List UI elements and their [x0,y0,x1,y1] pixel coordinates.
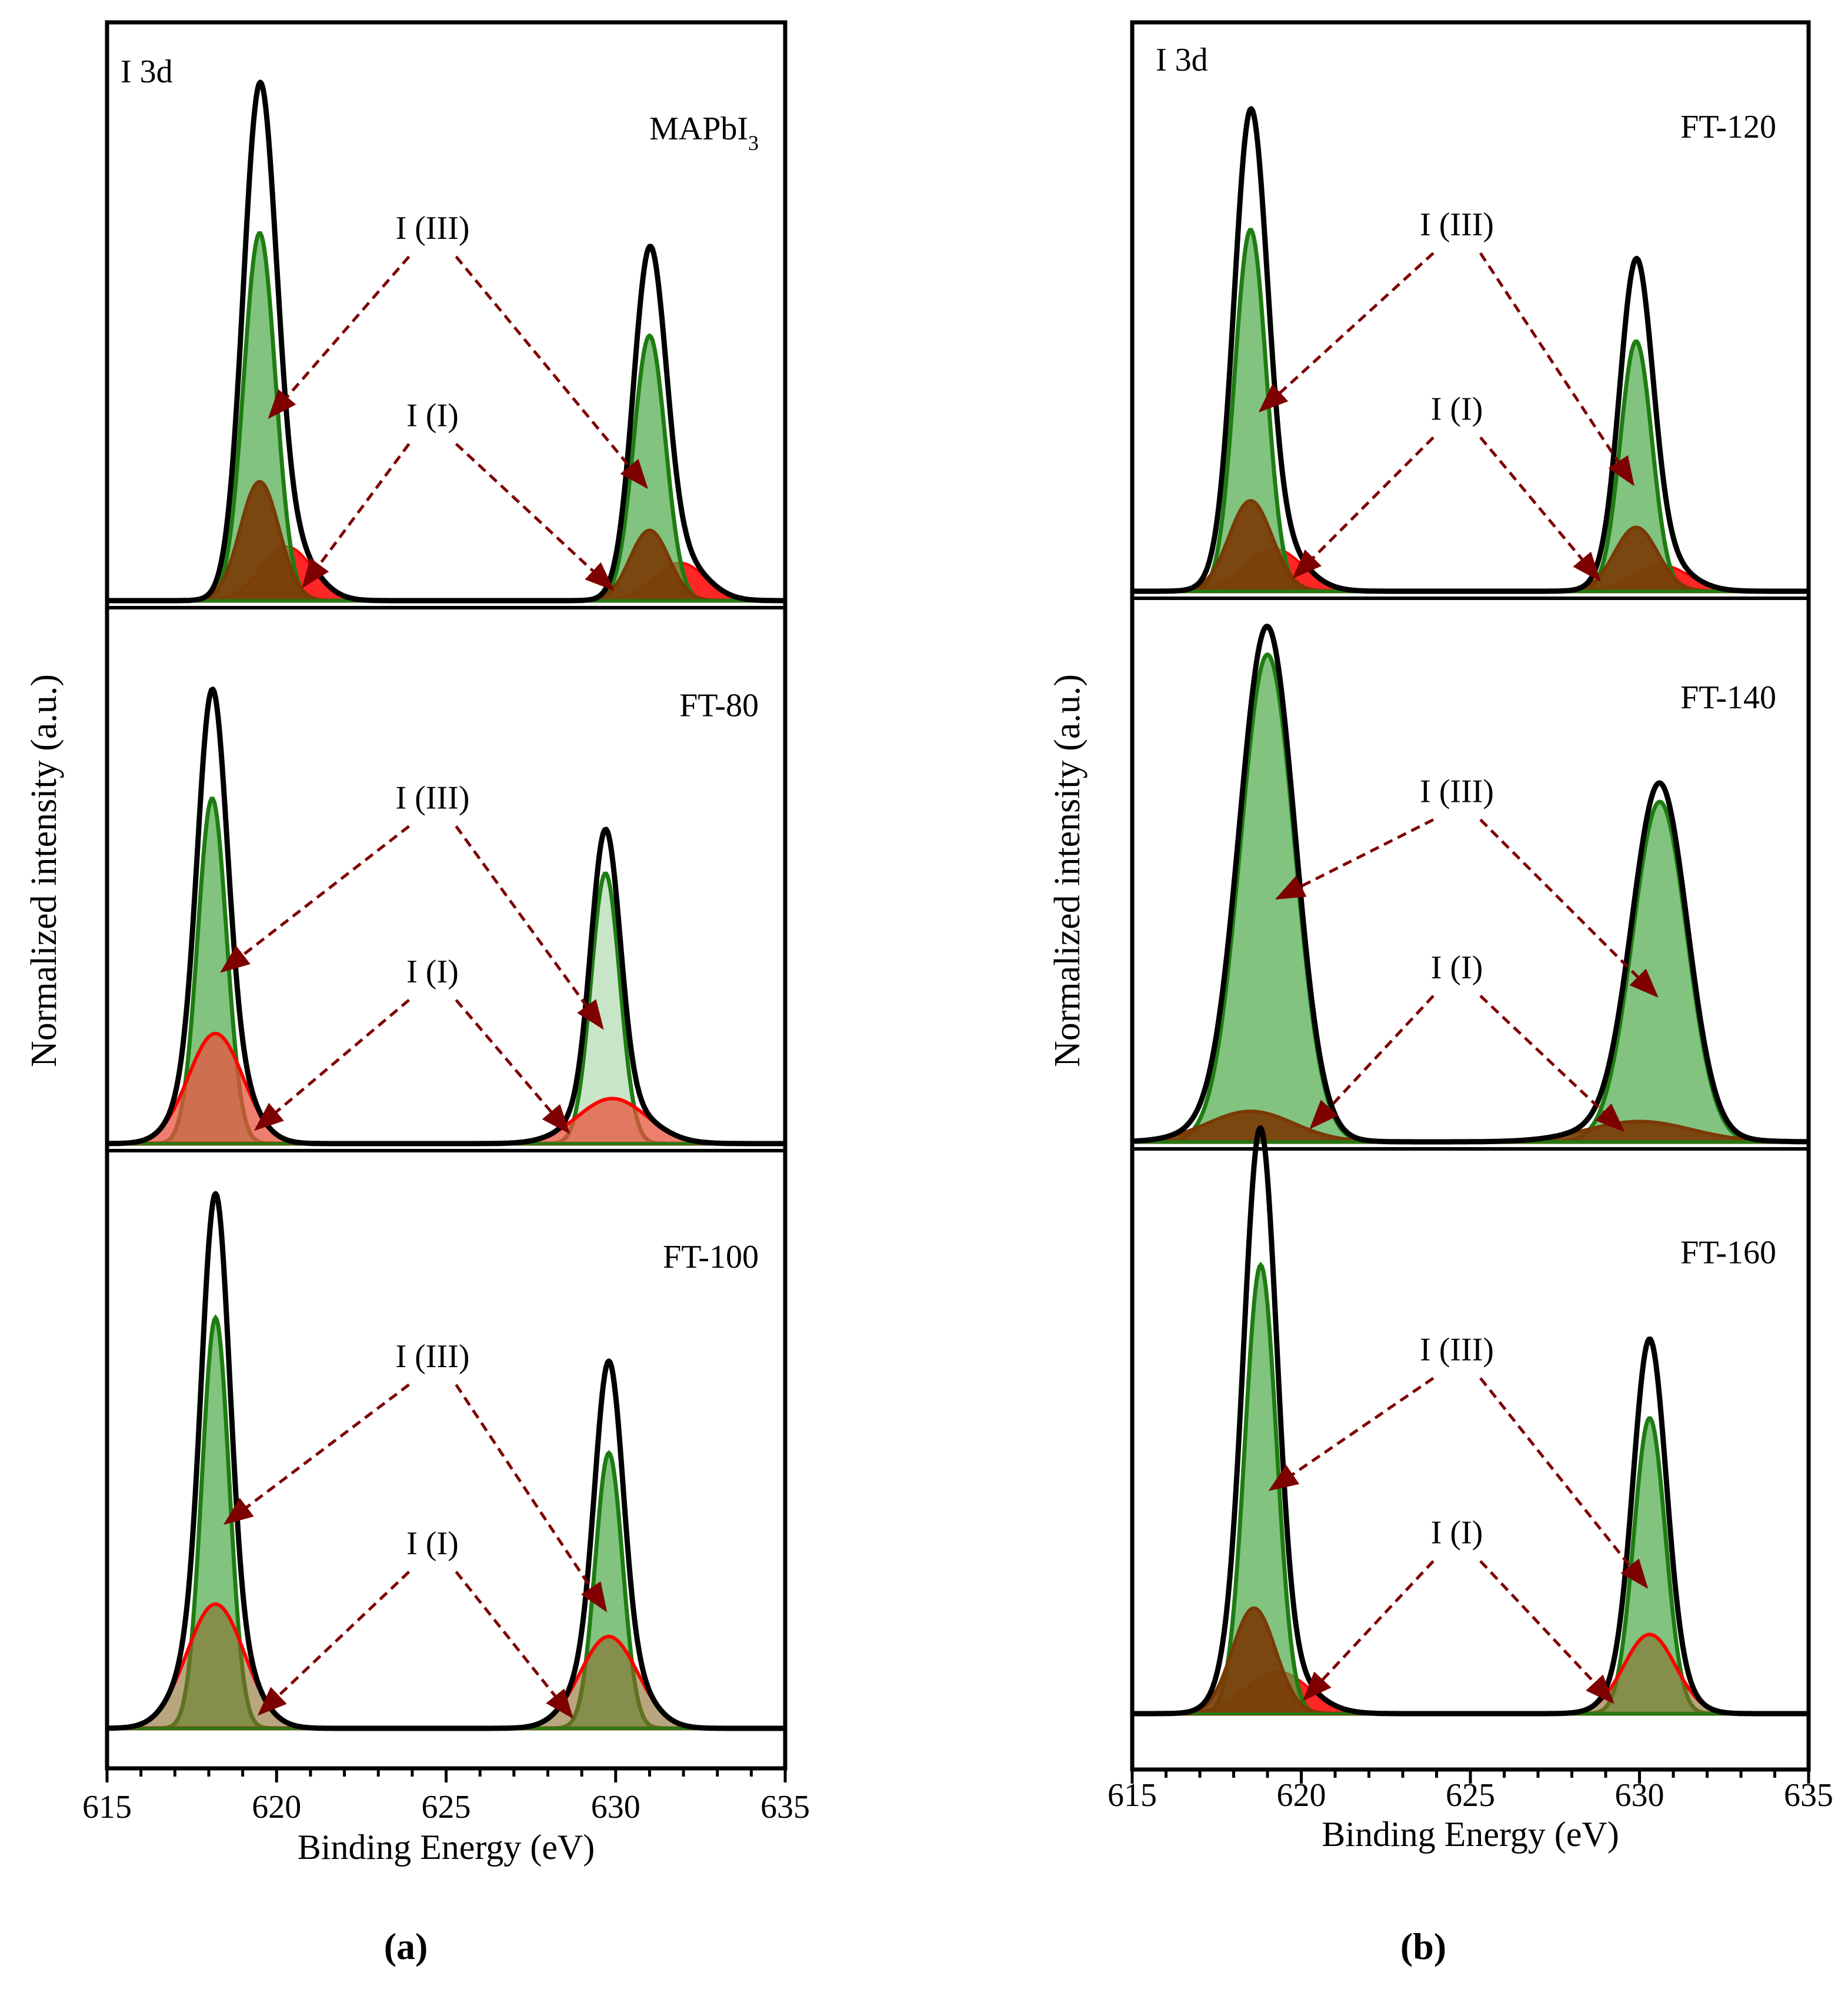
x-tick-label: 615 [82,1789,132,1825]
arrow-i1-left [253,998,411,1131]
region-label: I 3d [121,54,173,90]
i1-peak-fill-1 [107,1033,785,1144]
i1-peak-fill-2 [107,1098,785,1144]
arrow-i1-left [1302,1560,1435,1701]
i1-peak-fill-1 [1132,501,1809,591]
arrow-i1-right [455,442,615,591]
x-axis: 615 620 625 630 635 Binding Energy (eV) [1108,1770,1833,1854]
sample-label: FT-160 [1680,1234,1776,1271]
x-axis: 615 620 625 630 635 Binding Energy (eV) [82,1768,810,1867]
envelope-line [1130,624,1810,1145]
x-tick-label: 620 [1277,1777,1326,1814]
label-i3: I (III) [395,1338,469,1375]
i3-peak-line-2 [107,333,785,603]
arrow-i3-right [455,825,604,1030]
i1-peak-fill-1 [1132,1608,1809,1714]
y-axis-label: Normalized intensity (a.u.) [1048,674,1088,1067]
i3-peak-fill-1 [1132,654,1809,1142]
i1-peak-fill-2 [1132,1634,1809,1714]
envelope-line [105,687,787,1147]
panel-2: FT-80 I (III) I (I) [105,687,787,1152]
arrow-i1-right [455,999,571,1134]
y-axis-label: Normalized intensity (a.u.) [24,674,64,1067]
arrow-i1-right [455,1571,573,1719]
arrow-i3-right [455,255,648,489]
label-i1: I (I) [1431,391,1483,428]
arrow-i3-right [1479,252,1634,486]
envelope-line [1130,1125,1810,1717]
panel-3: FT-160 I (III) I (I) [1130,1125,1810,1717]
envelope-line [105,79,787,604]
arrow-i3-right [1479,818,1659,998]
x-tick-label: 615 [1108,1777,1157,1814]
label-i1: I (I) [406,954,459,990]
region-label: I 3d [1156,42,1208,78]
arrow-i3-left [1275,818,1435,900]
panel-2: FT-140 I (III) I (I) [1130,624,1810,1151]
i1-peak-fill-2 [107,1636,785,1728]
i1-peak-fill-2 [1132,527,1809,591]
envelope-line [1130,106,1810,594]
i1-peak-fill-1 [1132,1111,1809,1142]
panel-1: FT-120 I 3d I (III) I (I) [1130,42,1810,600]
arrow-i1-left [1292,436,1435,579]
envelope-line [105,1191,787,1731]
label-i3: I (III) [1420,1332,1494,1368]
sample-label: MAPbI3 [649,111,759,155]
arrow-i3-left [223,1383,410,1525]
x-tick-label: 620 [252,1789,301,1825]
label-i1: I (I) [1431,1515,1483,1551]
arrow-i3-left [1258,252,1435,413]
caption-a: (a) [384,1925,428,1967]
x-tick-label: 625 [1446,1777,1495,1814]
arrow-i1-left [257,1571,411,1716]
arrow-i3-left [220,825,410,973]
sample-label: FT-140 [1680,679,1776,716]
arrow-i3-left [1268,1377,1435,1491]
sample-label: FT-120 [1680,109,1776,145]
sample-label: FT-80 [679,688,759,724]
panel-3: FT-100 I (III) I (I) [105,1191,787,1731]
label-i3: I (III) [1420,206,1494,243]
x-tick-label: 630 [591,1789,641,1825]
arrow-i3-left [268,255,411,419]
label-i1: I (I) [406,1525,459,1562]
sample-label-subscript: 3 [748,131,759,155]
x-tick-label: 625 [422,1789,471,1825]
i1-peak-fill-1 [107,1604,785,1728]
x-axis-label: Binding Energy (eV) [298,1828,595,1867]
i3-peak-fill-1 [107,233,785,601]
label-i3: I (III) [395,210,469,246]
arrow-i3-right [1479,1377,1649,1589]
x-tick-label: 630 [1615,1777,1664,1814]
label-i1: I (I) [406,398,459,434]
arrow-i1-right [1479,1560,1615,1704]
i1-peak-fill-2 [107,530,785,601]
label-i3: I (III) [1420,773,1494,809]
chart-b: FT-120 I 3d I (III) I (I) FT-140 I (III) I (I)… [1048,20,1833,1854]
arrow-i1-right [1479,436,1601,582]
i3-peak-fill-1 [1132,1265,1809,1714]
x-axis-label: Binding Energy (eV) [1322,1815,1619,1854]
sample-label: FT-100 [663,1239,759,1275]
i1-peak-fill-2 [1132,1121,1809,1142]
x-tick-label: 635 [1784,1777,1833,1814]
arrow-i1-left [302,443,411,589]
caption-b: (b) [1400,1925,1446,1967]
i1-peak-fill-1 [107,481,785,601]
x-tick-label: 635 [760,1789,810,1825]
label-i3: I (III) [395,780,469,817]
label-i1: I (I) [1431,949,1483,986]
i3-peak-fill-2 [107,335,785,601]
panel-1: MAPbI3 I 3d I (III) I (I) [105,54,787,609]
arrow-i1-right [1479,995,1625,1132]
arrow-i3-right [455,1384,608,1612]
